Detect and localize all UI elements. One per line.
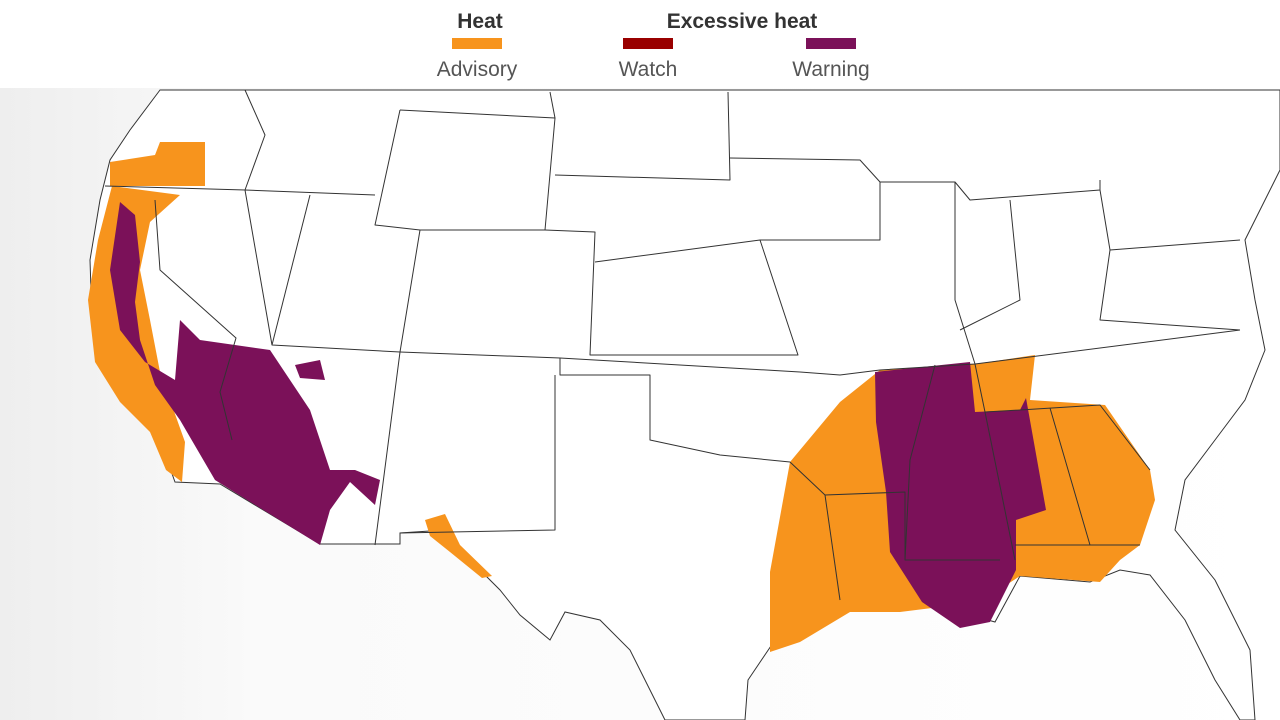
map bbox=[88, 89, 1280, 720]
advisory-region bbox=[110, 142, 205, 186]
legend-group-title: Heat bbox=[457, 10, 503, 33]
legend-group-title: Excessive heat bbox=[667, 10, 818, 33]
legend-swatch bbox=[452, 38, 502, 49]
state-borders bbox=[104, 89, 1241, 601]
legend: Heat Advisory Excessive heat Watch Warning bbox=[437, 10, 870, 81]
legend-label: Advisory bbox=[437, 58, 518, 81]
warning-region bbox=[875, 362, 1046, 628]
advisory-region bbox=[425, 514, 492, 578]
legend-swatch bbox=[623, 38, 673, 49]
warning-region bbox=[295, 360, 325, 380]
warning-region bbox=[110, 202, 380, 545]
legend-swatch bbox=[806, 38, 856, 49]
legend-label: Watch bbox=[619, 58, 678, 81]
legend-label: Warning bbox=[792, 58, 869, 81]
